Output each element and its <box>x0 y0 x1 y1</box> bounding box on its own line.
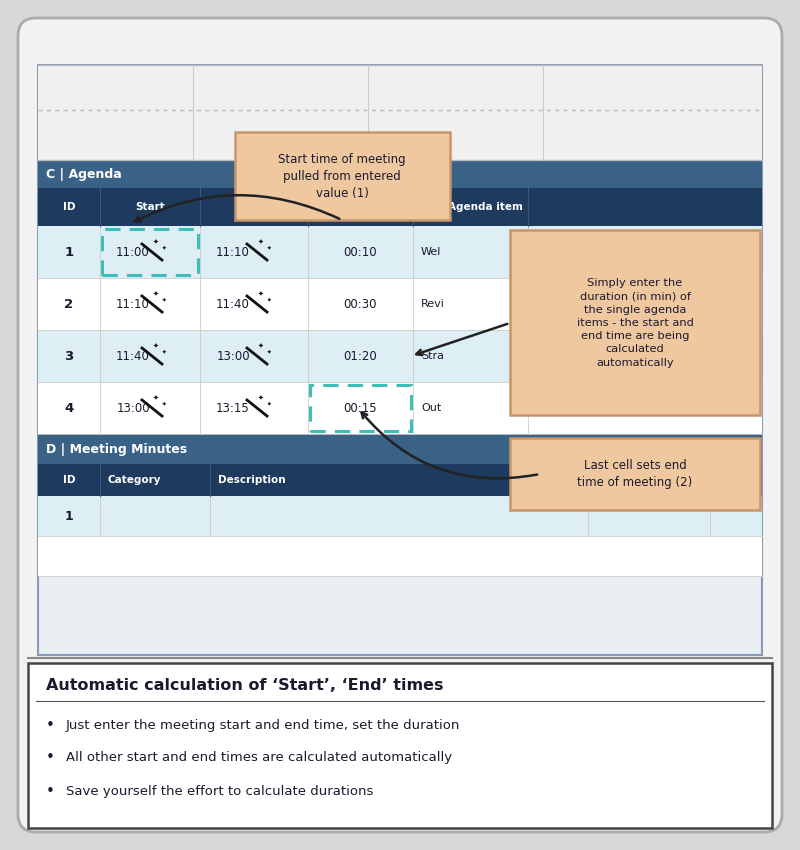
Text: 11:00: 11:00 <box>116 246 150 258</box>
FancyBboxPatch shape <box>38 278 762 330</box>
Text: Just enter the meeting start and end time, set the duration: Just enter the meeting start and end tim… <box>66 718 460 732</box>
Text: ✦: ✦ <box>162 246 166 251</box>
FancyBboxPatch shape <box>235 132 450 220</box>
FancyBboxPatch shape <box>38 536 762 576</box>
Text: Agenda item: Agenda item <box>447 202 522 212</box>
FancyBboxPatch shape <box>38 496 762 536</box>
Text: 3: 3 <box>64 349 74 362</box>
Text: 11:10: 11:10 <box>216 246 250 258</box>
FancyBboxPatch shape <box>38 226 762 278</box>
Text: 13:15: 13:15 <box>216 401 250 415</box>
Text: ID: ID <box>62 202 75 212</box>
Text: Start time of meeting
pulled from entered
value (1): Start time of meeting pulled from entere… <box>278 152 406 200</box>
FancyBboxPatch shape <box>38 382 762 434</box>
Text: End: End <box>243 202 265 212</box>
Text: 00:10: 00:10 <box>343 246 377 258</box>
Text: ID: ID <box>62 475 75 485</box>
FancyBboxPatch shape <box>38 110 762 160</box>
Text: Stra: Stra <box>421 351 444 361</box>
Text: 13:00: 13:00 <box>216 349 250 362</box>
Text: ✦: ✦ <box>266 246 271 251</box>
Text: 13:00: 13:00 <box>116 401 150 415</box>
FancyBboxPatch shape <box>510 438 760 510</box>
FancyBboxPatch shape <box>18 18 782 832</box>
Text: 00:30: 00:30 <box>343 298 377 310</box>
Text: 11:40: 11:40 <box>116 349 150 362</box>
Text: Save yourself the effort to calculate durations: Save yourself the effort to calculate du… <box>66 785 374 797</box>
Text: 2: 2 <box>65 298 74 310</box>
Text: •: • <box>46 717 54 733</box>
Text: Simply enter the
duration (in min) of
the single agenda
items - the start and
en: Simply enter the duration (in min) of th… <box>577 279 694 367</box>
Text: 01:20: 01:20 <box>343 349 377 362</box>
Text: Description: Description <box>218 475 286 485</box>
Text: 1: 1 <box>65 246 74 258</box>
Text: ✦: ✦ <box>258 239 264 245</box>
Text: ✦: ✦ <box>266 349 271 354</box>
Text: Category: Category <box>108 475 162 485</box>
FancyBboxPatch shape <box>38 330 762 382</box>
Text: ✦: ✦ <box>162 349 166 354</box>
Text: ✦: ✦ <box>153 395 159 401</box>
Text: ✦: ✦ <box>258 343 264 349</box>
FancyBboxPatch shape <box>510 230 760 415</box>
Text: Last cell sets end
time of meeting (2): Last cell sets end time of meeting (2) <box>578 459 693 489</box>
Text: •: • <box>46 784 54 798</box>
Text: 1: 1 <box>65 509 74 523</box>
Text: ✦: ✦ <box>153 291 159 297</box>
Text: ✦: ✦ <box>162 401 166 406</box>
Text: Type: Type <box>596 475 623 485</box>
FancyBboxPatch shape <box>28 663 772 828</box>
Text: 11:40: 11:40 <box>216 298 250 310</box>
Text: ✦: ✦ <box>162 298 166 303</box>
Text: Wel: Wel <box>421 247 442 257</box>
Text: 00:15: 00:15 <box>343 401 377 415</box>
Text: •: • <box>46 751 54 766</box>
Text: ✦: ✦ <box>266 298 271 303</box>
Text: ✦: ✦ <box>258 395 264 401</box>
Text: ✦: ✦ <box>153 343 159 349</box>
Text: ✦: ✦ <box>266 401 271 406</box>
FancyBboxPatch shape <box>38 160 762 188</box>
FancyBboxPatch shape <box>38 65 762 110</box>
Text: Start: Start <box>135 202 165 212</box>
Text: Duration
(in min): Duration (in min) <box>334 196 386 218</box>
Text: Revi: Revi <box>421 299 445 309</box>
Text: 11:10: 11:10 <box>116 298 150 310</box>
FancyBboxPatch shape <box>38 188 762 226</box>
Text: Out: Out <box>421 403 442 413</box>
Text: All other start and end times are calculated automatically: All other start and end times are calcul… <box>66 751 452 764</box>
Text: C | Agenda: C | Agenda <box>46 167 122 180</box>
Text: ✦: ✦ <box>258 291 264 297</box>
FancyBboxPatch shape <box>38 65 762 655</box>
Text: ✦: ✦ <box>153 239 159 245</box>
Text: Automatic calculation of ‘Start’, ‘End’ times: Automatic calculation of ‘Start’, ‘End’ … <box>46 677 443 693</box>
Text: 4: 4 <box>64 401 74 415</box>
FancyBboxPatch shape <box>38 434 762 464</box>
FancyBboxPatch shape <box>38 464 762 496</box>
Text: D | Meeting Minutes: D | Meeting Minutes <box>46 443 187 456</box>
